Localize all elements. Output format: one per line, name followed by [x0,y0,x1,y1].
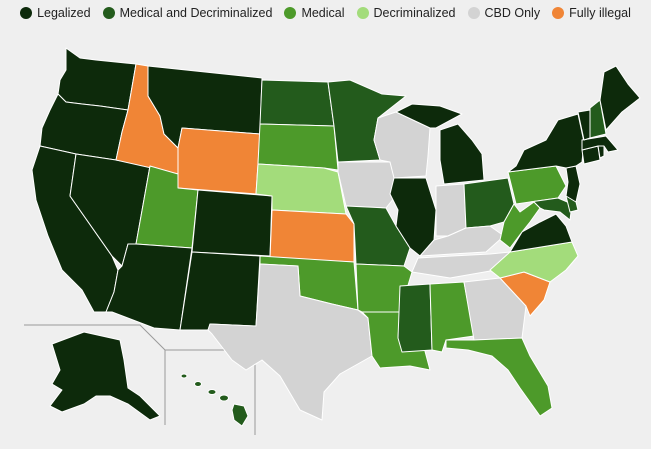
state-maryland[interactable] [529,197,573,221]
legend-swatch-medical-decriminalized [102,7,115,19]
state-missouri[interactable] [345,205,411,267]
state-florida[interactable] [445,337,553,417]
state-indiana[interactable] [435,183,467,237]
legend-label-medical: Medical [301,6,345,20]
state-new-mexico[interactable] [179,251,261,331]
legend-swatch-decriminalized [356,7,369,19]
legend-item-medical-decriminalized: Medical and Decriminalized [102,6,273,20]
state-new-york[interactable] [507,113,585,173]
state-texas[interactable] [207,263,373,421]
state-kentucky[interactable] [419,225,505,257]
legend-label-medical-decriminalized: Medical and Decriminalized [119,6,273,20]
state-hawaii[interactable] [180,373,249,427]
state-illinois[interactable] [389,177,437,257]
legend-swatch-legalized [20,7,33,19]
state-wyoming[interactable] [177,127,261,195]
legend-label-cbd-only: CBD Only [484,6,541,20]
state-west-virginia[interactable] [499,201,541,249]
state-kansas[interactable] [269,209,355,263]
state-michigan[interactable] [439,123,485,185]
legend-swatch-fully-illegal [552,7,565,19]
legend-swatch-medical [284,7,297,19]
state-mississippi[interactable] [397,283,433,353]
state-michigan-upper[interactable] [395,103,463,129]
legend-label-fully-illegal: Fully illegal [569,6,631,20]
legend-item-cbd-only: CBD Only [467,6,541,20]
state-south-dakota[interactable] [257,123,339,171]
state-north-dakota[interactable] [259,79,335,127]
state-alaska[interactable] [49,331,161,421]
legend-label-legalized: Legalized [37,6,91,20]
state-georgia[interactable] [463,277,527,341]
legend-item-fully-illegal: Fully illegal [552,6,631,20]
legend-item-medical: Medical [284,6,345,20]
state-massachusetts[interactable] [581,135,619,153]
alaska-inset-frame [24,324,166,425]
legend-label-decriminalized: Decriminalized [373,6,456,20]
legend-item-decriminalized: Decriminalized [356,6,456,20]
legend-item-legalized: Legalized [20,6,91,20]
state-washington[interactable] [57,47,137,111]
legend: Legalized Medical and Decriminalized Med… [0,6,651,20]
state-maine[interactable] [599,65,641,131]
state-tennessee[interactable] [411,251,511,279]
state-iowa[interactable] [337,161,399,209]
state-new-hampshire[interactable] [589,99,607,139]
state-new-jersey[interactable] [565,165,581,203]
state-colorado[interactable] [191,189,273,257]
legend-swatch-cbd-only [467,7,480,19]
